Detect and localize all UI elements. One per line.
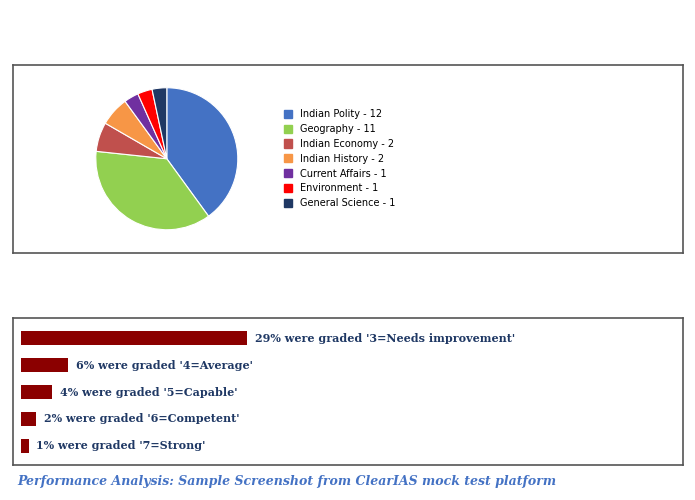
Text: 2% were graded '6=Competent': 2% were graded '6=Competent' [44,414,240,424]
Bar [21,412,36,426]
Text: 6% were graded '4=Average': 6% were graded '4=Average' [76,360,252,370]
Wedge shape [96,152,208,230]
Wedge shape [96,124,167,159]
Bar [21,385,52,399]
Wedge shape [106,102,167,159]
Text: 4% were graded '5=Capable': 4% were graded '5=Capable' [60,386,238,398]
Bar [21,332,247,345]
Text: 1% were graded '7=Strong': 1% were graded '7=Strong' [36,440,206,451]
Wedge shape [167,88,238,216]
Text: Performance comparison by grades: Performance comparison by grades [13,278,370,296]
Wedge shape [152,88,167,159]
Text: Questions answered per question category: Questions answered per question category [13,22,459,40]
Bar [21,358,67,372]
Wedge shape [138,90,167,159]
Legend: Indian Polity - 12, Geography - 11, Indian Economy - 2, Indian History - 2, Curr: Indian Polity - 12, Geography - 11, Indi… [281,107,398,210]
Text: 29% were graded '3=Needs improvement': 29% were graded '3=Needs improvement' [255,333,515,344]
Bar [21,438,28,452]
Wedge shape [125,94,167,159]
Text: Performance Analysis: Sample Screenshot from ClearIAS mock test platform: Performance Analysis: Sample Screenshot … [17,474,557,488]
